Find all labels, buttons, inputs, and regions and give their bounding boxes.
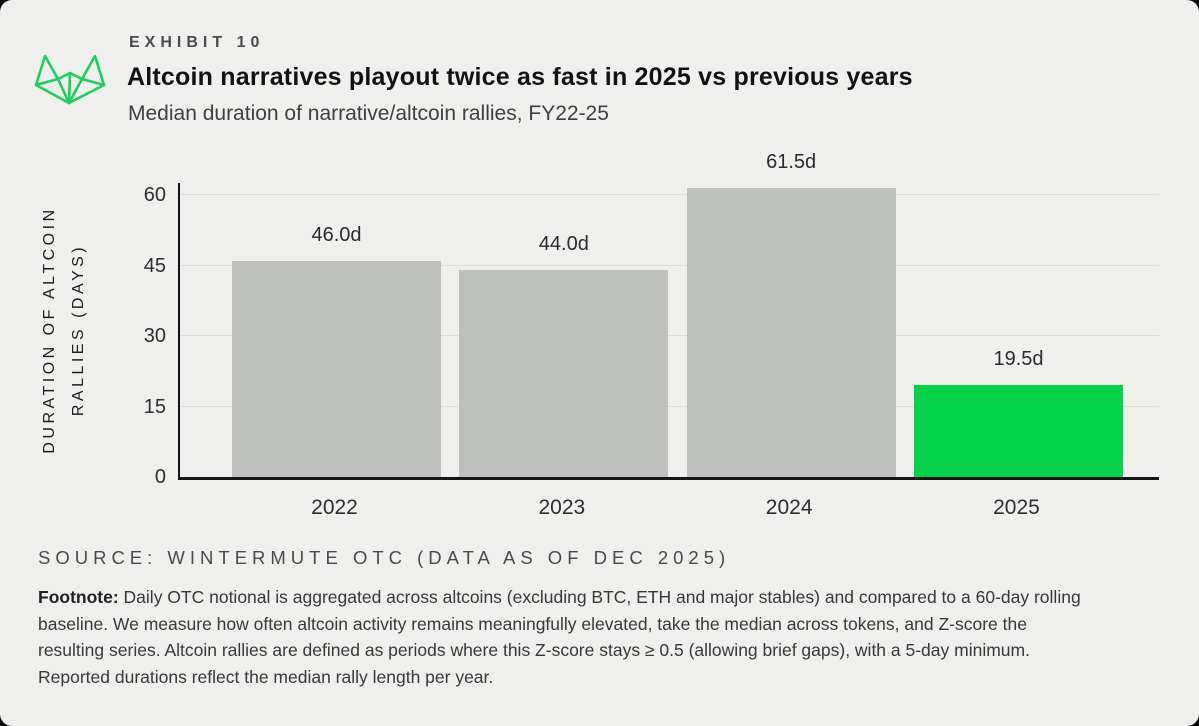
bar-value-label: 19.5d (993, 348, 1044, 371)
gridline (180, 405, 1159, 407)
chart-subtitle: Median duration of narrative/altcoin ral… (128, 102, 609, 125)
bar-value-label: 46.0d (311, 223, 362, 246)
footnote: Footnote: Daily OTC notional is aggregat… (38, 584, 1178, 690)
gridline (180, 335, 1159, 336)
exhibit-label: EXHIBIT 10 (129, 34, 265, 51)
bar-slot-2022: 46.0d (232, 183, 441, 477)
y-tick-label: 45 (143, 254, 166, 277)
x-tick-label-2025: 2025 (993, 496, 1040, 519)
x-tick-label-2024: 2024 (765, 496, 813, 519)
footnote-line: Footnote: Daily OTC notional is aggregat… (38, 584, 1178, 611)
y-axis-label-line1: DURATION OF ALTCOIN (41, 206, 58, 454)
wintermute-logo-icon (34, 54, 106, 105)
gridline (180, 194, 1159, 195)
bar-value-label: 44.0d (538, 233, 589, 256)
plot-area: 46.0d 44.0d 61.5d 19.5d (178, 151, 1159, 480)
x-tick-label-2023: 2023 (538, 496, 586, 519)
y-tick-label: 30 (143, 325, 166, 347)
footnote-line: resulting series. Altcoin rallies are de… (38, 640, 1030, 660)
x-tick-label-2022: 2022 (311, 496, 358, 519)
bar-slot-2024: 61.5d (686, 151, 896, 477)
y-axis-label: DURATION OF ALTCOIN RALLIES (DAYS) (35, 206, 93, 453)
bar-slot-2025: 19.5d (913, 183, 1123, 477)
bar (686, 187, 896, 477)
source-line: SOURCE: WINTERMUTE OTC (DATA AS OF DEC 2… (38, 547, 731, 568)
chart-title: Altcoin narratives playout twice as fast… (127, 63, 913, 91)
bar (913, 385, 1123, 477)
y-tick-label: 0 (154, 466, 166, 488)
gridline (180, 264, 1159, 266)
bar-group: 46.0d 44.0d 61.5d 19.5d (180, 151, 1159, 477)
footnote-line: baseline. We measure how often altcoin a… (38, 613, 1027, 634)
footnote-label: Footnote: (38, 587, 119, 607)
bar-value-label: 61.5d (766, 150, 817, 173)
bar (459, 270, 669, 477)
x-axis-labels: 2022 2023 2024 2025 (178, 496, 1157, 520)
y-tick-label: 15 (143, 395, 166, 418)
y-axis-ticks: 0 15 30 45 60 (96, 183, 166, 488)
y-axis-label-line2: RALLIES (DAYS) (70, 243, 87, 417)
bar (232, 260, 441, 477)
y-tick-label: 60 (143, 184, 166, 206)
bar-slot-2023: 44.0d (459, 183, 669, 477)
footnote-line: Reported durations reflect the median ra… (38, 666, 494, 687)
footnote-text: Daily OTC notional is aggregated across … (123, 587, 1081, 607)
